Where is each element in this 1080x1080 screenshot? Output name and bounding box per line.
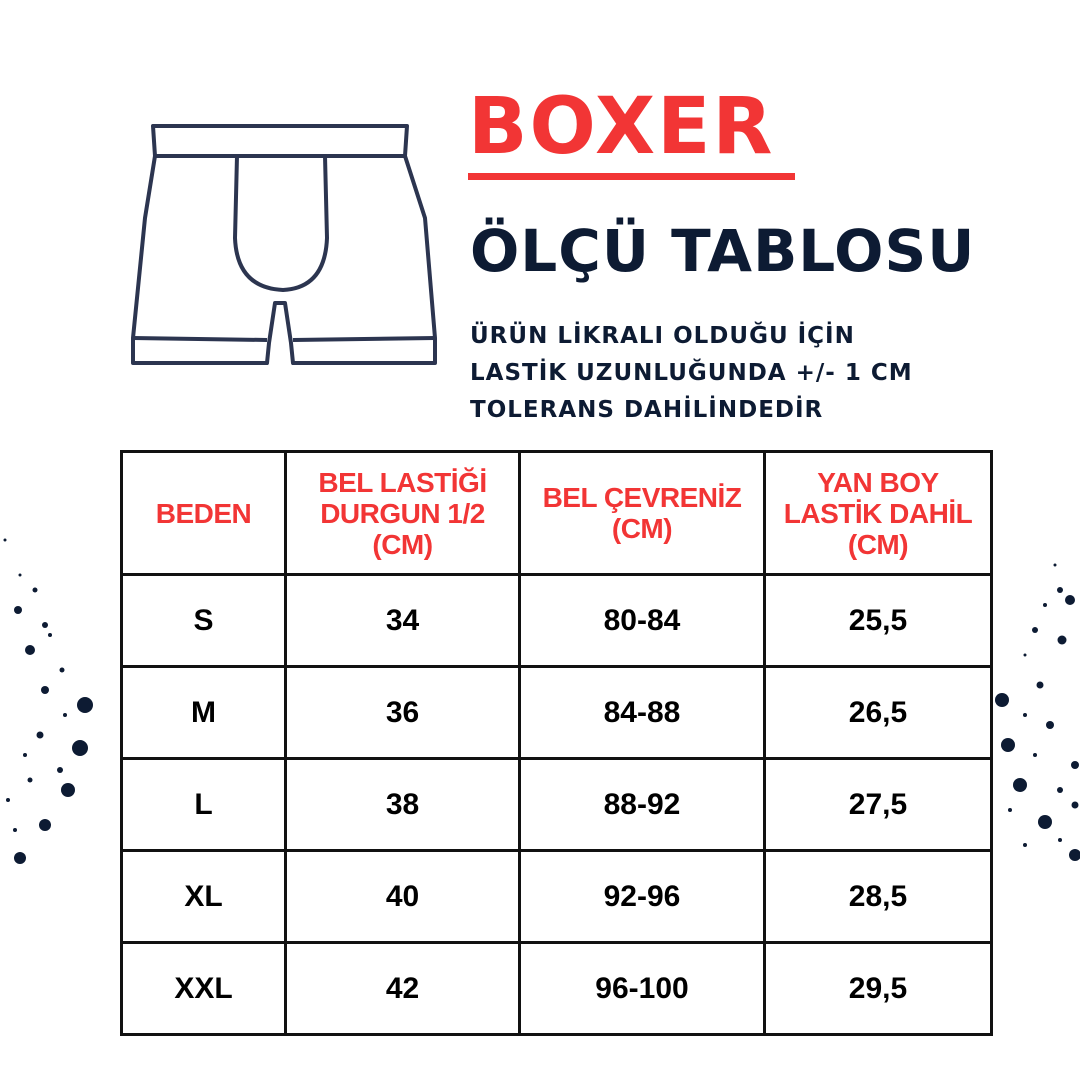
cell-side-length: 27,5 (763, 757, 993, 852)
decorative-dot (27, 777, 33, 783)
decorative-dot (1036, 681, 1044, 689)
cell-side-length: 28,5 (763, 849, 993, 944)
cell-waist: 92-96 (518, 849, 766, 944)
boxer-shorts-outline-icon (131, 124, 437, 365)
cell-waistband: 42 (284, 941, 521, 1036)
header-line: (CM) (372, 528, 433, 560)
cell-side-length: 26,5 (763, 665, 993, 760)
decorative-dot (39, 819, 51, 831)
cell-size: L (120, 757, 287, 852)
cell-waist: 84-88 (518, 665, 766, 760)
table-header-row: BEDEN BEL LASTİĞİ DURGUN 1/2 (CM) BEL ÇE… (120, 450, 993, 576)
decorative-dot (1071, 801, 1079, 809)
decorative-dot (32, 587, 38, 593)
cell-size: S (120, 573, 287, 668)
decorative-dot (61, 783, 75, 797)
page-subtitle: ÖLÇÜ TABLOSU (470, 217, 976, 285)
decorative-dot (25, 645, 35, 655)
decorative-dot (1043, 603, 1047, 607)
decorative-dot (1013, 778, 1027, 792)
table-row: L 38 88-92 27,5 (120, 757, 993, 852)
cell-waistband: 40 (284, 849, 521, 944)
decorative-dot (1053, 563, 1057, 567)
header-line: BEL LASTİĞİ (318, 466, 487, 498)
decorative-dot (59, 667, 65, 673)
cell-side-length: 29,5 (763, 941, 993, 1036)
decorative-dot (23, 753, 27, 757)
decorative-dot (14, 852, 26, 864)
decorative-dot (1001, 738, 1015, 752)
table-row: XXL 42 96-100 29,5 (120, 941, 993, 1036)
decorative-dot (41, 686, 49, 694)
table-row: XL 40 92-96 28,5 (120, 849, 993, 944)
decorative-dot (1065, 595, 1075, 605)
decorative-dot (1032, 627, 1038, 633)
header-line: DURGUN 1/2 (320, 497, 485, 529)
decorative-dot (48, 633, 52, 637)
table-row: M 36 84-88 26,5 (120, 665, 993, 760)
decorative-dot (63, 713, 67, 717)
decorative-dot (1023, 713, 1027, 717)
table-row: S 34 80-84 25,5 (120, 573, 993, 668)
cell-size: M (120, 665, 287, 760)
decorative-dot (1023, 843, 1027, 847)
decorative-dot (14, 606, 22, 614)
header-line: BEDEN (155, 497, 252, 529)
header-waistband-relaxed: BEL LASTİĞİ DURGUN 1/2 (CM) (284, 450, 521, 576)
decorative-dot (77, 697, 93, 713)
decorative-dot (1008, 808, 1012, 812)
decorative-dot (995, 693, 1009, 707)
decorative-dot (13, 828, 17, 832)
header-line: YAN BOY (817, 466, 939, 498)
cell-waistband: 34 (284, 573, 521, 668)
decorative-dot (1057, 587, 1063, 593)
header-side-length: YAN BOY LASTİK DAHİL (CM) (763, 450, 993, 576)
decorative-dot (1057, 787, 1063, 793)
cell-waistband: 38 (284, 757, 521, 852)
header-line: (CM) (847, 528, 909, 560)
decorative-dot (1057, 635, 1067, 645)
header-line: (CM) (611, 513, 673, 544)
decorative-dot (1071, 761, 1079, 769)
header-line: BEL ÇEVRENİZ (542, 482, 742, 513)
note-line: ÜRÜN LİKRALI OLDUĞU İÇİN (470, 323, 855, 349)
tolerance-note: ÜRÜN LİKRALI OLDUĞU İÇİN LASTİK UZUNLUĞU… (470, 318, 913, 429)
decorative-dot (1038, 815, 1052, 829)
decorative-dot (18, 573, 22, 577)
decorative-dot (57, 767, 63, 773)
note-line: TOLERANS DAHİLİNDEDİR (470, 397, 824, 423)
decorative-dot (1058, 838, 1062, 842)
cell-waistband: 36 (284, 665, 521, 760)
decorative-dot (6, 798, 10, 802)
decorative-dots-left (3, 538, 93, 864)
header-size: BEDEN (120, 450, 287, 576)
decorative-dot (72, 740, 88, 756)
title-underline (468, 173, 795, 180)
decorative-dot (3, 538, 7, 542)
cell-waist: 80-84 (518, 573, 766, 668)
cell-size: XXL (120, 941, 287, 1036)
decorative-dot (1033, 753, 1037, 757)
header-waist-circumference: BEL ÇEVRENİZ (CM) (518, 450, 766, 576)
decorative-dots-right (995, 563, 1080, 861)
cell-waist: 88-92 (518, 757, 766, 852)
cell-size: XL (120, 849, 287, 944)
decorative-dot (1046, 721, 1054, 729)
cell-side-length: 25,5 (763, 573, 993, 668)
note-line: LASTİK UZUNLUĞUNDA +/- 1 CM (470, 360, 913, 386)
header-line: LASTİK DAHİL (783, 497, 973, 529)
decorative-dot (36, 731, 44, 739)
decorative-dot (42, 622, 48, 628)
page-title: BOXER (468, 82, 775, 172)
size-chart-table: BEDEN BEL LASTİĞİ DURGUN 1/2 (CM) BEL ÇE… (120, 450, 993, 1036)
cell-waist: 96-100 (518, 941, 766, 1036)
decorative-dot (1023, 653, 1027, 657)
decorative-dot (1069, 849, 1080, 861)
